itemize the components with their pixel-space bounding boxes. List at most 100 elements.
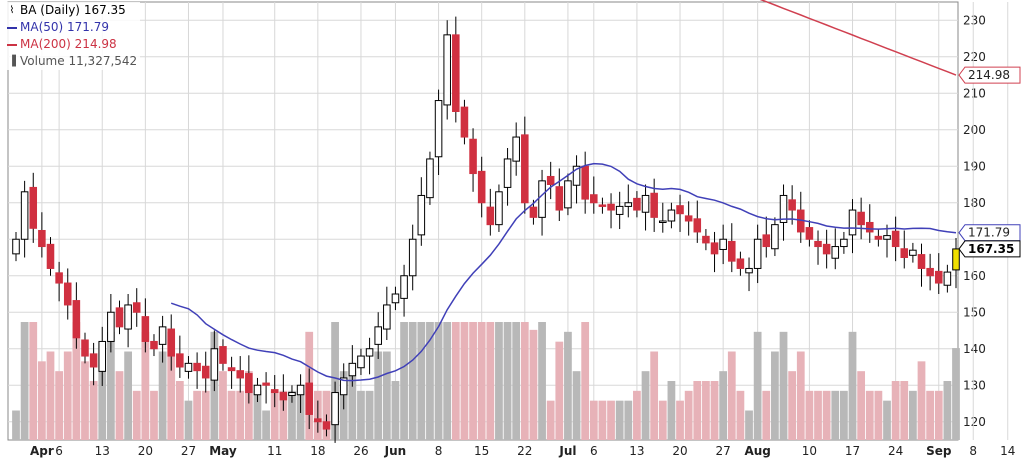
candle-body xyxy=(443,34,451,106)
volume-bar xyxy=(236,390,245,440)
candle-body xyxy=(20,191,29,240)
y-tick-label: 130 xyxy=(963,378,986,392)
ma200-tag-box xyxy=(958,66,1021,84)
candle-body xyxy=(745,267,753,274)
y-tick-label: 140 xyxy=(963,342,986,356)
x-tick-label: 24 xyxy=(888,444,903,458)
ma50-line xyxy=(170,162,957,382)
candle-body xyxy=(29,186,38,229)
volume-bar xyxy=(141,331,150,440)
volume-bar xyxy=(382,351,391,440)
candle-body xyxy=(434,100,443,158)
candle-body xyxy=(245,373,253,394)
candle-body xyxy=(176,353,184,368)
ma50-swatch xyxy=(7,26,17,29)
volume-bar xyxy=(529,329,538,440)
y-tick-label: 180 xyxy=(963,196,986,210)
candle-body xyxy=(788,199,796,211)
volume-bar xyxy=(555,341,564,440)
candle-body xyxy=(322,421,331,430)
chart-legend: ⌇ BA (Daily) 167.35 MA(50) 171.79 MA(200… xyxy=(4,2,141,70)
candle-body xyxy=(38,229,46,248)
volume-bar xyxy=(72,322,81,440)
volume-bar xyxy=(831,390,840,440)
candle-body xyxy=(736,258,745,269)
ma200-tag: 214.98 xyxy=(958,66,1021,84)
candle-body xyxy=(840,238,848,248)
candle-body xyxy=(383,304,391,330)
candle-body xyxy=(564,180,572,209)
candle-body xyxy=(486,206,495,226)
candle-body xyxy=(555,186,564,211)
volume-bar xyxy=(883,400,891,440)
candle-body xyxy=(857,211,865,226)
volume-bar xyxy=(417,322,426,440)
volume-bar xyxy=(753,331,762,440)
candle-body xyxy=(365,348,374,357)
candle-body xyxy=(89,353,98,368)
candle-body xyxy=(331,392,339,426)
candle-body xyxy=(909,249,917,256)
legend-ma200-row: MA(200) 214.98 xyxy=(7,36,137,53)
candle-body xyxy=(270,389,279,394)
volume-bar xyxy=(633,390,641,440)
volume-bar xyxy=(184,400,193,440)
candle-body xyxy=(63,282,72,306)
volume-bar xyxy=(106,331,115,440)
volume-bar xyxy=(581,322,590,440)
candle-body xyxy=(710,242,719,255)
volume-bar xyxy=(244,371,253,440)
x-tick-label: 18 xyxy=(310,444,325,458)
volume-bar xyxy=(37,361,46,440)
candle-body xyxy=(400,275,408,299)
volume-bar xyxy=(391,381,400,440)
candle-body xyxy=(814,240,822,248)
volume-bar xyxy=(158,351,167,440)
y-tick-label: 220 xyxy=(963,50,986,64)
volume-bar xyxy=(89,381,98,440)
volume-bar xyxy=(400,322,408,440)
volume-bar xyxy=(296,390,305,440)
volume-bar xyxy=(12,410,20,440)
legend-volume-row: ▐ Volume 11,327,542 xyxy=(7,53,137,70)
volume-bar xyxy=(684,390,693,440)
candle-body xyxy=(546,175,555,186)
ma200-line xyxy=(759,0,957,76)
volume-bar xyxy=(29,322,38,440)
candle-body xyxy=(408,238,417,277)
candle-body xyxy=(624,202,633,207)
volume-bar xyxy=(952,348,960,440)
volume-bar xyxy=(331,322,339,440)
candle-body xyxy=(917,254,926,269)
volume-bar xyxy=(745,410,753,440)
candle-body xyxy=(926,267,934,277)
x-tick-label: 6 xyxy=(55,444,63,458)
volume-bar xyxy=(115,371,124,440)
x-tick-label: 20 xyxy=(138,444,153,458)
candle-body xyxy=(891,230,900,248)
candle-body xyxy=(339,377,348,396)
volume-bar xyxy=(98,341,107,440)
candle-body xyxy=(469,138,477,175)
volume-bar xyxy=(270,390,279,440)
candle-body xyxy=(667,209,676,222)
volume-bar xyxy=(175,381,184,440)
volume-bar xyxy=(788,371,797,440)
candle-body xyxy=(210,348,219,381)
candle-body xyxy=(728,240,736,262)
x-tick-label: Jul xyxy=(558,444,576,458)
candle-body xyxy=(236,370,244,379)
candle-body xyxy=(659,220,667,223)
y-tick-label: 150 xyxy=(963,305,986,319)
volume-bar xyxy=(564,331,572,440)
candle-body xyxy=(201,365,210,379)
volume-bar xyxy=(374,351,383,440)
candle-body xyxy=(495,191,503,226)
candle-body xyxy=(227,367,236,372)
volume-bar xyxy=(589,400,598,440)
x-tick-label: 8 xyxy=(969,444,977,458)
volume-bar xyxy=(193,390,201,440)
candle-body xyxy=(771,224,779,250)
volume-bar xyxy=(253,390,262,440)
